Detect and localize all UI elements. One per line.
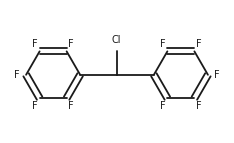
Text: F: F [160, 101, 166, 111]
Text: F: F [32, 39, 38, 49]
Text: F: F [14, 70, 20, 80]
Text: F: F [196, 39, 202, 49]
Text: F: F [68, 101, 74, 111]
Text: F: F [32, 101, 38, 111]
Text: F: F [214, 70, 220, 80]
Text: Cl: Cl [111, 35, 121, 45]
Text: F: F [160, 39, 166, 49]
Text: F: F [68, 39, 74, 49]
Text: F: F [196, 101, 202, 111]
